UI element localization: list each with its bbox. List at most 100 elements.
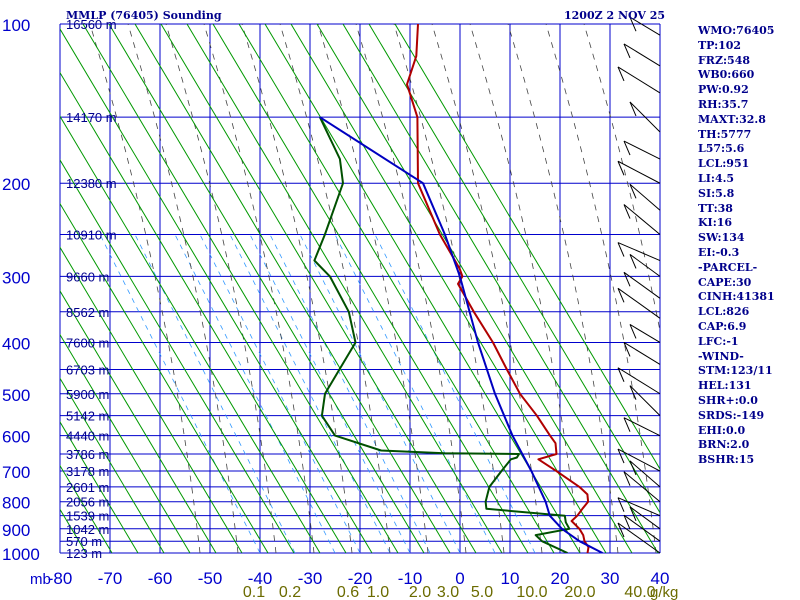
wind-barb-flag xyxy=(629,460,637,476)
wind-barb-staff xyxy=(617,242,661,262)
chart-title: MMLP (76405) Sounding xyxy=(66,9,222,22)
index-item: RH:35.7 xyxy=(698,97,749,111)
temperature-tick-label: -30 xyxy=(298,569,323,588)
index-item: SI:5.8 xyxy=(698,186,735,200)
index-item: SRDS:-149 xyxy=(698,408,765,422)
pressure-tick-label: 400 xyxy=(2,334,30,353)
mixing-ratio-label: 1.0 xyxy=(367,584,389,600)
index-item: EHI:0.0 xyxy=(698,423,746,437)
index-item: STM:123/11 xyxy=(698,364,773,378)
index-item: WB0:660 xyxy=(698,68,755,82)
pressure-tick-label: 1000 xyxy=(2,545,40,564)
height-label: 3786 m xyxy=(66,447,109,462)
dry-adiabat-line xyxy=(134,24,451,553)
height-label: 12380 m xyxy=(66,176,117,191)
dry-adiabat-line xyxy=(186,24,503,553)
index-item: HEL:131 xyxy=(698,379,752,393)
index-item: EI:-0.3 xyxy=(698,245,740,259)
wind-barb-flag xyxy=(629,385,637,400)
wind-barb-flag xyxy=(629,184,637,199)
wind-barb-staff xyxy=(629,183,661,211)
index-item: L57:5.6 xyxy=(698,142,745,156)
wind-barb-staff xyxy=(617,66,661,94)
height-label: 14170 m xyxy=(66,110,117,125)
wind-barb-staff xyxy=(629,506,661,530)
dry-adiabat-line xyxy=(394,24,660,471)
pressure-temperature-grid xyxy=(59,23,661,554)
temperature-tick-label: -40 xyxy=(248,569,273,588)
index-item: BSHR:15 xyxy=(698,453,755,467)
dry-adiabat-line xyxy=(60,28,373,553)
moist-adiabat-line xyxy=(583,24,660,334)
wind-barb-flag xyxy=(623,272,631,287)
temperature-tick-label: -20 xyxy=(348,569,373,588)
wind-barb-staff xyxy=(629,101,661,133)
wind-barb-flag xyxy=(629,324,637,339)
wind-barb-staff xyxy=(617,160,661,184)
index-item: SHR+:0.0 xyxy=(698,393,758,407)
mixing-ratio-label: 0.2 xyxy=(279,584,301,600)
index-item: LCL:951 xyxy=(698,157,750,171)
index-item: -WIND- xyxy=(698,349,744,363)
parcel-profile-line xyxy=(319,116,603,553)
mixing-unit-label: g/kg xyxy=(650,584,678,600)
height-label: 10910 m xyxy=(66,228,117,243)
wind-barb-staff xyxy=(617,522,661,554)
pressure-tick-label: 600 xyxy=(2,428,30,447)
index-item: MAXT:32.8 xyxy=(698,112,766,126)
moist-adiabat-line xyxy=(545,24,657,553)
mixing-ratio-label: 20.0 xyxy=(564,584,595,600)
wind-barb-flag xyxy=(629,254,637,269)
stability-indices-list: WMO:76405 TP:102 FRZ:548 WB0:660 PW:0.92… xyxy=(698,24,798,468)
wind-barb-staff xyxy=(623,271,661,299)
wind-barb-flag xyxy=(629,506,637,521)
height-label: 3178 m xyxy=(66,464,109,479)
moist-adiabats xyxy=(89,24,660,553)
dry-adiabat-line xyxy=(368,24,660,514)
index-item: BRN:2.0 xyxy=(698,438,750,452)
index-item: SW:134 xyxy=(698,231,745,245)
height-label: 6703 m xyxy=(66,363,109,378)
pressure-tick-label: 100 xyxy=(2,16,30,35)
wind-barb-flag xyxy=(623,515,631,530)
wind-barb-flag xyxy=(617,448,625,464)
wind-barb-flag xyxy=(623,417,631,432)
dry-adiabat-line xyxy=(342,24,659,553)
index-item: KI:16 xyxy=(698,216,733,230)
height-label: 8562 m xyxy=(66,305,109,320)
wind-barb-flag xyxy=(623,342,631,357)
dry-adiabat-line xyxy=(60,159,295,553)
wind-barb-staff xyxy=(629,460,661,488)
wind-barb-staff xyxy=(623,471,661,503)
index-item: TT:38 xyxy=(698,201,733,215)
wind-barb-flag xyxy=(623,471,631,486)
temperature-tick-label: -10 xyxy=(398,569,423,588)
temperature-tick-label: 40 xyxy=(651,569,670,588)
temperature-tick-label: -80 xyxy=(48,569,73,588)
temperature-tick-label: -50 xyxy=(198,569,223,588)
dry-adiabat-line xyxy=(60,377,165,553)
moist-adiabat-line xyxy=(127,24,239,553)
mixing-ratio-label: 40.0 xyxy=(624,584,655,600)
wind-barb-flag xyxy=(623,140,631,156)
index-item: LCL:826 xyxy=(698,305,750,319)
dry-adiabat-line xyxy=(108,24,425,553)
wind-barb-flag xyxy=(617,242,625,257)
wind-barb-flag xyxy=(617,66,625,82)
temperature-profile-line xyxy=(406,24,590,553)
wind-barb-staff xyxy=(629,324,661,343)
dry-adiabats xyxy=(60,24,660,553)
height-label: 7600 m xyxy=(66,335,109,350)
index-item: LI:4.5 xyxy=(698,171,735,185)
wind-barb-flag xyxy=(617,288,625,303)
index-item: FRZ:548 xyxy=(698,53,751,67)
index-item: PW:0.92 xyxy=(698,83,749,97)
wind-barb-staff xyxy=(623,43,661,67)
wind-barb-staff xyxy=(623,341,661,365)
moist-adiabat-line xyxy=(89,24,201,553)
dry-adiabat-line xyxy=(60,333,191,553)
moist-adiabat-line xyxy=(241,24,353,553)
wind-barb-flag xyxy=(629,17,637,32)
moist-adiabat-line xyxy=(317,24,429,553)
